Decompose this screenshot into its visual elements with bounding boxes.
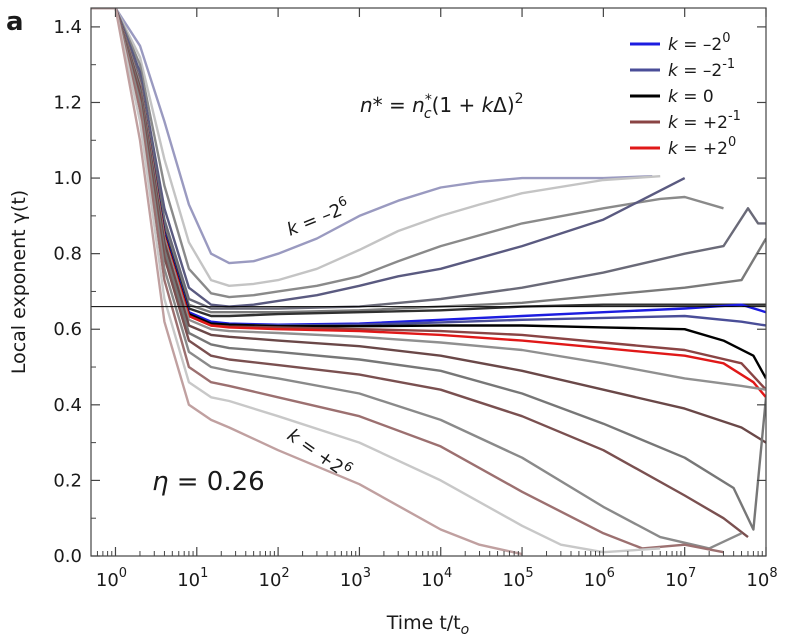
x-tick-label-0: 100 — [96, 566, 127, 591]
x-axis-label: Time t/to — [386, 612, 469, 638]
legend: k = –20k = –2-1k = 0k = +2-1k = +20 — [630, 31, 741, 159]
series-layer — [91, 8, 766, 556]
legend-label-3: k = +2-1 — [668, 109, 741, 133]
y-tick-label-6: 1.2 — [53, 92, 82, 113]
series-line-4 — [91, 8, 766, 310]
series-line-16 — [91, 8, 743, 550]
y-tick-label-2: 0.4 — [53, 395, 82, 416]
x-tick-base: 10 — [340, 570, 363, 591]
formula-k: k — [482, 93, 495, 117]
series-line-7 — [91, 8, 766, 326]
legend-exp: 0 — [728, 135, 736, 150]
formula-nc-sup: * — [425, 92, 432, 108]
series-line-2 — [91, 8, 724, 299]
y-tick-label-3: 0.6 — [53, 319, 82, 340]
x-tick-base: 10 — [421, 570, 444, 591]
formula-eq: = — [383, 93, 412, 117]
annotation-eta-symbol: η — [152, 467, 168, 497]
x-tick-label-3: 103 — [340, 566, 371, 591]
x-axis-label-main: Time t/t — [386, 612, 461, 634]
series-line-18 — [91, 8, 661, 554]
annotation-bottom-k-eq: = +2 — [292, 431, 348, 479]
formula: n* = n* c(1 + kΔ)2 — [360, 91, 524, 122]
x-tick-base: 10 — [502, 570, 525, 591]
legend-eq: = –2 — [678, 35, 722, 55]
legend-k: k — [668, 113, 679, 133]
x-tick-base: 10 — [584, 570, 607, 591]
series-line-13 — [91, 8, 766, 444]
legend-k: k — [668, 87, 679, 107]
x-tick-exp: 7 — [688, 566, 696, 581]
legend-exp: -1 — [728, 109, 741, 124]
formula-nc: n — [412, 93, 425, 117]
legend-label-2: k = 0 — [668, 87, 714, 107]
x-tick-exp: 8 — [769, 566, 777, 581]
x-tick-label-7: 107 — [665, 566, 696, 591]
formula-power: 2 — [515, 91, 524, 107]
annotation-top-k-eq: = –2 — [294, 200, 345, 237]
x-tick-label-6: 106 — [584, 566, 615, 591]
x-tick-base: 10 — [96, 570, 119, 591]
y-tick-label-1: 0.2 — [53, 470, 82, 491]
annotation-top-k: k = –26 — [283, 194, 353, 241]
formula-rest: (1 + — [432, 93, 482, 117]
x-tick-exp: 6 — [607, 566, 615, 581]
x-axis-label-sub: o — [461, 622, 470, 638]
legend-k: k — [668, 139, 679, 159]
annotation-bottom-k: k = +26 — [283, 422, 356, 483]
x-tick-label-4: 104 — [421, 566, 452, 591]
y-tick-label-5: 1.0 — [53, 168, 82, 189]
x-tick-base: 10 — [259, 570, 282, 591]
legend-exp: -1 — [722, 57, 735, 72]
x-tick-base: 10 — [177, 570, 200, 591]
y-tick-label-7: 1.4 — [53, 17, 82, 38]
series-line-11 — [91, 8, 766, 399]
series-line-5 — [91, 8, 766, 314]
legend-label-1: k = –2-1 — [668, 57, 735, 81]
y-tick-label-0: 0.0 — [53, 546, 82, 567]
x-tick-exp: 4 — [444, 566, 452, 581]
series-line-15 — [91, 8, 749, 539]
x-tick-exp: 0 — [119, 566, 127, 581]
x-tick-label-5: 105 — [502, 566, 533, 591]
x-tick-base: 10 — [746, 570, 769, 591]
y-tick-label-4: 0.8 — [53, 244, 82, 265]
series-line-8 — [91, 8, 766, 327]
formula-delta: Δ) — [493, 93, 514, 117]
x-tick-exp: 5 — [525, 566, 533, 581]
legend-k: k — [668, 35, 679, 55]
legend-eq: = 0 — [678, 87, 714, 107]
x-tick-label-2: 102 — [259, 566, 290, 591]
legend-k: k — [668, 61, 679, 81]
series-line-3 — [91, 8, 686, 308]
annotation-eta: η = 0.26 — [152, 467, 265, 497]
series-line-14 — [91, 8, 766, 531]
series-line-17 — [91, 8, 724, 554]
x-tick-exp: 1 — [200, 566, 208, 581]
legend-eq: = +2 — [678, 139, 728, 159]
annotation-eta-value: = 0.26 — [168, 467, 264, 497]
y-axis-label: Local exponent γ(t) — [8, 190, 30, 374]
x-tick-exp: 2 — [281, 566, 289, 581]
formula-n: n* — [360, 93, 383, 117]
x-tick-exp: 3 — [363, 566, 371, 581]
panel-label: a — [6, 7, 24, 37]
legend-eq: = –2 — [678, 61, 722, 81]
legend-eq: = +2 — [678, 113, 728, 133]
series-line-19 — [91, 8, 523, 556]
legend-label-4: k = +20 — [668, 135, 736, 159]
formula-nc-sub: c — [424, 106, 432, 122]
x-tick-base: 10 — [665, 570, 688, 591]
y-axis-ticks: 0.0 0.2 0.4 0.6 0.8 1.0 1.2 1.4 — [53, 17, 766, 567]
x-axis-ticks: 100 101 102 103 104 105 106 107 108 — [96, 8, 778, 591]
legend-exp: 0 — [722, 31, 730, 46]
x-tick-label-8: 108 — [746, 566, 777, 591]
series-line-1 — [91, 8, 661, 287]
series-line-0 — [91, 8, 653, 265]
legend-label-0: k = –20 — [668, 31, 731, 55]
x-tick-label-1: 101 — [177, 566, 208, 591]
